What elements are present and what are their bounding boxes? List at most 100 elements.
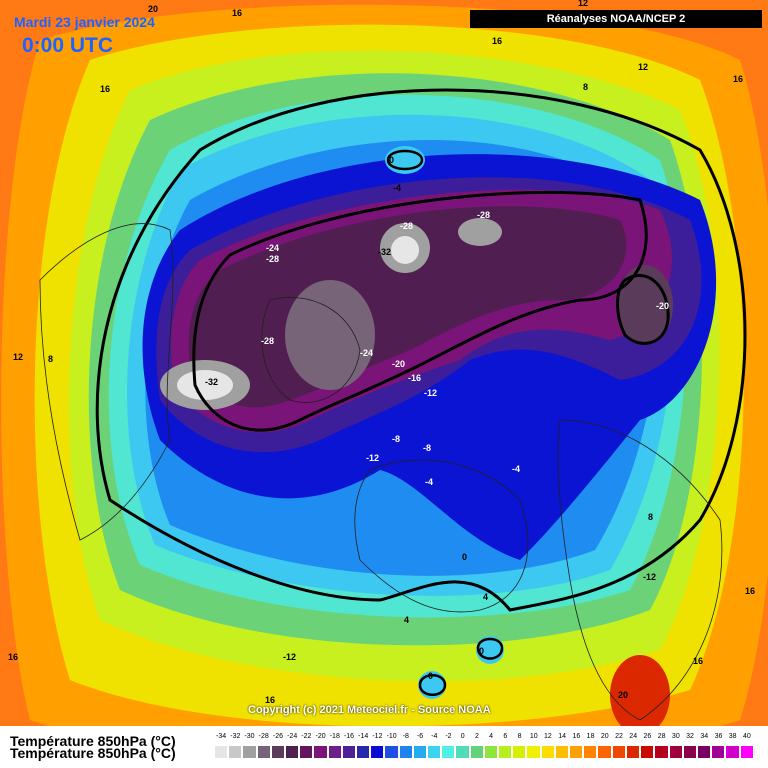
legend-title-shadow: Température 850hPa (°C) <box>10 745 176 761</box>
legend-tick: 14 <box>558 733 567 740</box>
isotherm-label: 20 <box>148 4 158 14</box>
isotherm-pocket-europe <box>476 637 504 660</box>
legend-swatch <box>228 745 243 759</box>
isotherm-label: 8 <box>583 82 588 92</box>
legend-swatch <box>583 745 598 759</box>
legend-tick: 20 <box>600 733 609 740</box>
legend-swatch <box>540 745 555 759</box>
map-date: Mardi 23 janvier 2024 <box>14 14 155 30</box>
legend-swatch <box>668 745 683 759</box>
isotherm-label: -32 <box>205 377 218 387</box>
legend-tick: -32 <box>230 733 241 740</box>
copyright-notice: Copyright (c) 2021 Meteociel.fr - Source… <box>248 704 491 716</box>
legend-swatch <box>512 745 527 759</box>
data-source-label: Réanalyses NOAA/NCEP 2 <box>470 10 762 28</box>
legend-tick: 24 <box>629 733 638 740</box>
isotherm-label: -28 <box>477 210 490 220</box>
legend-tick: 30 <box>671 733 680 740</box>
legend-swatch <box>341 745 357 759</box>
legend-tick: -8 <box>402 733 409 740</box>
cold-core-gray-center <box>285 280 375 390</box>
legend-tick: -18 <box>329 733 340 740</box>
legend-swatch <box>356 745 371 759</box>
legend-swatch <box>242 745 257 759</box>
isotherm-label: -16 <box>408 373 421 383</box>
legend-tick: 22 <box>615 733 623 740</box>
isotherm-label: -20 <box>656 301 669 311</box>
isotherm-label: -4 <box>393 183 401 193</box>
isotherm-label: -12 <box>424 388 437 398</box>
isotherm-label: 8 <box>48 354 53 364</box>
isotherm-label: -12 <box>643 572 656 582</box>
legend-swatch <box>441 745 456 759</box>
isotherm-label: 12 <box>578 0 588 8</box>
isotherm-label: 8 <box>648 512 653 522</box>
isotherm-label: 0 <box>428 671 433 681</box>
legend-tick: 8 <box>517 733 522 740</box>
legend-tick: 2 <box>474 733 479 740</box>
isotherm-label: -28 <box>266 254 279 264</box>
legend-tick: -14 <box>358 733 369 740</box>
isotherm-east-loop <box>616 274 670 345</box>
legend-swatch <box>427 745 442 759</box>
legend-tick: -12 <box>372 733 383 740</box>
legend-tick: -34 <box>216 733 227 740</box>
legend-swatch <box>313 745 328 759</box>
coastline-america <box>39 223 174 541</box>
isotherm-label: -28 <box>400 221 413 231</box>
isotherm-label: -8 <box>423 443 431 453</box>
legend-tick: -28 <box>258 733 269 740</box>
isotherm-label: 16 <box>693 656 703 666</box>
isotherm-label: 16 <box>492 36 502 46</box>
legend-swatch <box>625 745 641 759</box>
legend-tick: 18 <box>586 733 595 740</box>
legend-tick: 40 <box>742 733 751 740</box>
isotherm-label: 12 <box>13 352 23 362</box>
legend-swatch <box>597 745 612 759</box>
legend-swatch <box>526 745 541 759</box>
legend-swatches <box>214 745 754 759</box>
isotherm-pocket-africa <box>418 674 447 696</box>
legend-tick: 10 <box>529 733 538 740</box>
isotherm-label: 12 <box>638 62 648 72</box>
legend-tick: 4 <box>489 733 494 740</box>
legend-swatch <box>725 745 740 759</box>
legend-swatch <box>299 745 314 759</box>
legend-swatch <box>327 745 342 759</box>
legend-title: Température 850hPa (°C) <box>10 733 176 749</box>
isotherm-zero <box>95 88 747 612</box>
legend-swatch <box>483 745 499 759</box>
legend-swatch <box>285 745 300 759</box>
legend-swatch <box>682 745 697 759</box>
legend-swatch <box>554 745 570 759</box>
isotherm-minus-twenty <box>192 190 648 432</box>
isotherm-label: -20 <box>392 359 405 369</box>
isotherm-label: 16 <box>733 74 743 84</box>
cold-core-gray-ne <box>458 218 502 246</box>
legend-ticks: -34 -32 -30 -28 -26 -24 -22 -20 -18 -16 -14 -12 -10-… <box>214 733 754 743</box>
coastline-europe <box>354 459 529 613</box>
legend-tick: -22 <box>301 733 312 740</box>
legend-tick: -16 <box>343 733 355 740</box>
isotherm-label: 16 <box>745 586 755 596</box>
isotherm-label: -28 <box>261 336 274 346</box>
warm-pocket-sw <box>610 655 670 735</box>
legend-tick: 38 <box>728 733 737 740</box>
isotherm-label: -24 <box>360 348 373 358</box>
cold-core-white-north <box>391 236 419 264</box>
legend-tick: -10 <box>386 733 397 740</box>
isotherm-label: 16 <box>100 84 110 94</box>
legend-tick: 6 <box>503 733 508 740</box>
map-time: 0:00 UTC <box>22 34 114 57</box>
isotherm-label: -32 <box>378 247 391 257</box>
legend-tick: 28 <box>657 733 666 740</box>
isotherm-label: -12 <box>366 453 379 463</box>
legend-swatch <box>398 745 413 759</box>
legend-tick: -26 <box>272 733 283 740</box>
isotherm-label: -4 <box>425 477 433 487</box>
isotherm-label: -24 <box>266 243 279 253</box>
legend-tick: -2 <box>445 733 452 740</box>
isotherm-label: 0 <box>479 646 484 656</box>
isotherm-labels: 20 16 16 16 12 12 16 8 0 -4 -28 -28 -24 … <box>4 0 755 762</box>
legend-tick: 0 <box>460 733 465 740</box>
